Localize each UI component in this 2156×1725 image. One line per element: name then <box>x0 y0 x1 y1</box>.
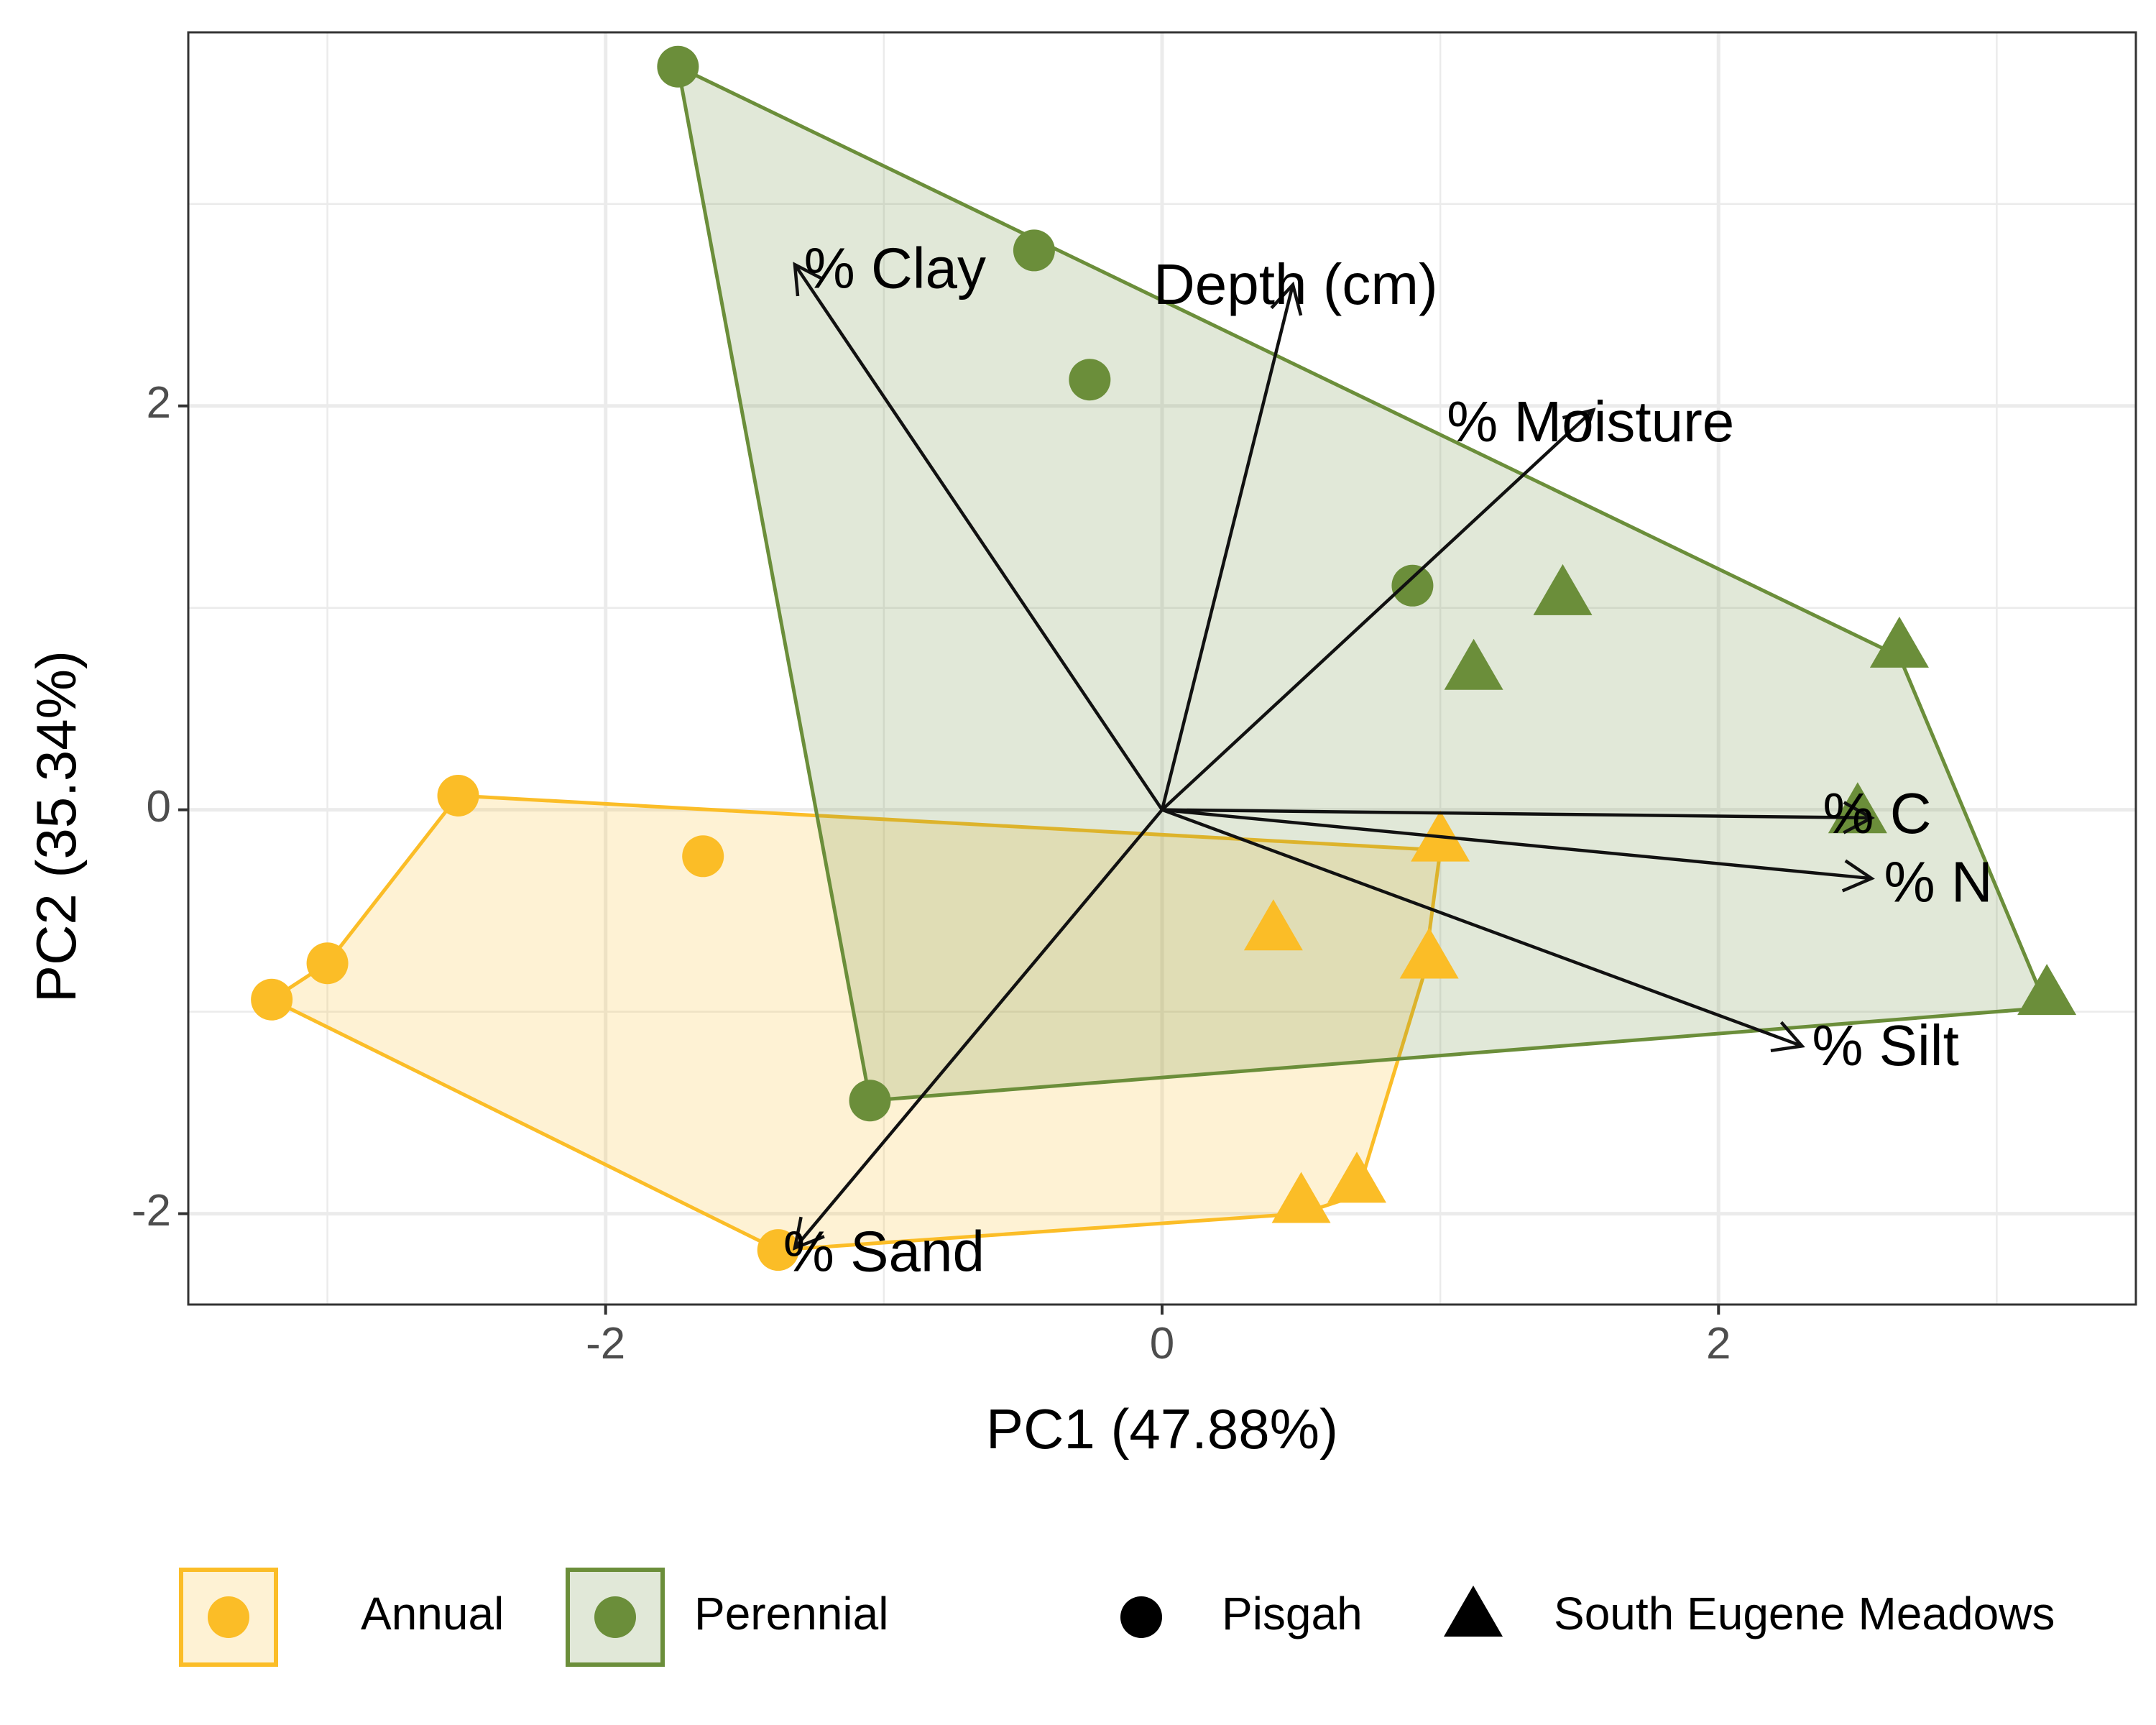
data-point-perennial-pisgah <box>657 45 699 88</box>
legend-key-south-eugene-meadows <box>1444 1585 1503 1637</box>
data-point-perennial-south-eugene-meadows <box>1533 564 1593 615</box>
y-axis-title: PC2 (35.34%) <box>24 650 88 1003</box>
y-tick-label: 2 <box>147 378 171 428</box>
data-point-perennial-pisgah <box>849 1080 891 1122</box>
legend-label-perennial: Perennial <box>694 1588 888 1639</box>
x-tick-label: -2 <box>586 1319 625 1368</box>
data-point-annual-south-eugene-meadows <box>1399 927 1459 979</box>
data-point-annual-pisgah <box>757 1229 799 1271</box>
loading-arrowhead-pct-sand <box>792 1216 825 1251</box>
loading-arrowhead-depth-cm <box>1270 281 1303 316</box>
data-point-annual-south-eugene-meadows <box>1271 1172 1331 1223</box>
loading-arrowhead-pct-c <box>1843 801 1875 834</box>
x-axis-title: PC1 (47.88%) <box>986 1397 1338 1460</box>
loading-arrow-pct-c <box>1161 808 1872 820</box>
legend-key-point-annual <box>208 1596 249 1638</box>
data-point-annual-south-eugene-meadows <box>1327 1151 1386 1203</box>
y-tick-label: 0 <box>147 782 171 832</box>
plot-panel: % Clay Depth (cm) % Moisture % C% N % Silt % … <box>187 31 2137 1306</box>
x-tick-label: 2 <box>1706 1319 1731 1368</box>
loading-arrow-pct-silt <box>1161 808 1803 1048</box>
data-point-perennial-pisgah <box>1391 564 1434 607</box>
hulls <box>270 65 2049 1252</box>
loading-label-pct-c: % C <box>1823 781 1931 845</box>
loading-arrow-pct-n <box>1161 808 1872 880</box>
loading-label-pct-n: % N <box>1884 850 1993 914</box>
loading-arrowhead-pct-clay <box>793 262 824 297</box>
loading-arrows: % Clay Depth (cm) % Moisture % C% N % Silt % … <box>783 236 1993 1283</box>
x-axis: -2 0 2 <box>586 1305 1731 1368</box>
data-point-annual-pisgah <box>437 775 479 816</box>
data-point-perennial-pisgah <box>1069 359 1111 401</box>
points <box>251 45 2077 1271</box>
legend-label-south-eugene-meadows: South Eugene Meadows <box>1554 1588 2055 1639</box>
data-point-annual-south-eugene-meadows <box>1243 899 1303 951</box>
y-axis: -2 0 2 <box>132 378 188 1236</box>
loading-arrowhead-pct-n <box>1841 859 1875 893</box>
loading-arrow-pct-clay <box>793 263 1164 811</box>
legend-key-pisgah <box>1120 1596 1162 1638</box>
legend-label-annual: Annual <box>361 1588 504 1639</box>
loading-arrow-pct-moisture <box>1161 408 1595 811</box>
y-tick-label: -2 <box>132 1186 171 1236</box>
x-tick-label: 0 <box>1150 1319 1174 1368</box>
legend: Annual Perennial Pisgah South Eugene Meadow… <box>179 1568 2055 1667</box>
data-point-annual-pisgah <box>306 942 349 985</box>
data-point-annual-pisgah <box>682 835 724 878</box>
loading-arrowhead-pct-silt <box>1770 1021 1805 1053</box>
data-point-perennial-south-eugene-meadows <box>1828 782 1887 834</box>
loading-arrowhead-pct-moisture <box>1562 408 1596 441</box>
data-point-annual-pisgah <box>251 978 293 1021</box>
data-point-perennial-south-eugene-meadows <box>1869 616 1929 668</box>
data-point-perennial-south-eugene-meadows <box>2017 964 2077 1016</box>
loading-arrow-pct-sand <box>793 809 1164 1249</box>
loading-arrow-depth-cm <box>1160 284 1295 811</box>
data-point-perennial-pisgah <box>1013 229 1055 272</box>
loading-label-pct-moisture: % Moisture <box>1447 390 1734 454</box>
loading-label-pct-sand: % Sand <box>783 1220 985 1284</box>
loading-label-pct-silt: % Silt <box>1812 1013 1959 1077</box>
legend-key-point-perennial <box>594 1596 636 1638</box>
data-point-perennial-south-eugene-meadows <box>1444 638 1503 690</box>
legend-label-pisgah: Pisgah <box>1222 1588 1363 1639</box>
loading-label-pct-clay: % Clay <box>804 236 986 300</box>
loading-label-depth-cm: Depth (cm) <box>1153 252 1438 316</box>
